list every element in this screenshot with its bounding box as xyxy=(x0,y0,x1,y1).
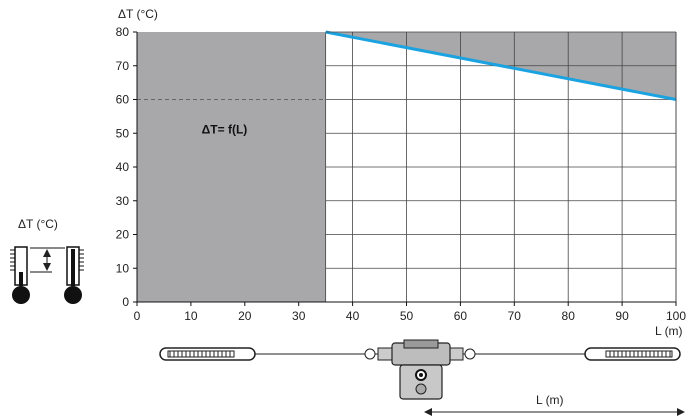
x-tick-label: 20 xyxy=(238,309,252,323)
y-tick-label: 30 xyxy=(116,194,130,208)
x-tick-labels: 0 10 20 30 40 50 60 70 80 90 100 xyxy=(134,302,686,323)
x-axis-title: L (m) xyxy=(655,324,683,338)
y-tick-label: 20 xyxy=(116,228,130,242)
x-tick-label: 50 xyxy=(400,309,414,323)
y-tick-label: 0 xyxy=(122,295,129,309)
y-tick-label: 50 xyxy=(116,126,130,140)
x-tick-label: 70 xyxy=(508,309,522,323)
cable-length-label: L (m) xyxy=(536,393,564,407)
x-tick-label: 80 xyxy=(562,309,576,323)
cable-pull-switch-illustration: L (m) xyxy=(159,339,685,416)
thermometer-icon xyxy=(10,246,30,304)
y-tick-label: 40 xyxy=(116,160,130,174)
grid xyxy=(325,32,677,302)
x-tick-label: 0 xyxy=(134,309,141,323)
spring-icon xyxy=(584,347,681,361)
thermometer-label: ΔT (°C) xyxy=(18,217,58,231)
annotation-label: ΔT= f(L) xyxy=(202,122,248,136)
y-tick-label: 10 xyxy=(116,261,130,275)
series-group xyxy=(325,30,677,101)
switch-body-icon xyxy=(364,339,476,400)
y-tick-label: 80 xyxy=(116,25,130,39)
x-tick-label: 10 xyxy=(184,309,198,323)
x-tick-label: 90 xyxy=(615,309,629,323)
y-tick-label: 60 xyxy=(116,93,130,107)
series-line xyxy=(325,30,677,101)
excluded-region xyxy=(137,32,326,302)
x-tick-label: 60 xyxy=(454,309,468,323)
y-tick-labels: 0 10 20 30 40 50 60 70 80 xyxy=(116,25,137,309)
y-tick-label: 70 xyxy=(116,59,130,73)
x-tick-label: 30 xyxy=(292,309,306,323)
thermometer-icon xyxy=(64,246,84,304)
x-tick-label: 40 xyxy=(346,309,360,323)
spring-icon xyxy=(159,347,256,361)
x-tick-label: 100 xyxy=(666,309,686,323)
y-axis-title: ΔT (°C) xyxy=(118,7,158,21)
thermometer-illustration: ΔT (°C) xyxy=(10,217,84,304)
plot-area: ΔT= f(L) xyxy=(137,30,677,302)
